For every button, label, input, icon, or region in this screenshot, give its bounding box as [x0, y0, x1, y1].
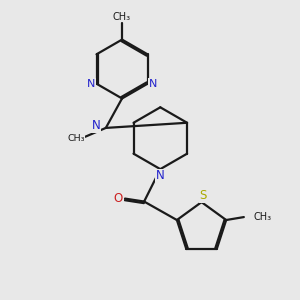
Text: CH₃: CH₃ — [67, 134, 85, 143]
Text: CH₃: CH₃ — [253, 212, 272, 222]
Text: N: N — [87, 79, 95, 89]
Text: O: O — [114, 192, 123, 205]
Text: N: N — [92, 119, 100, 132]
Text: N: N — [148, 79, 157, 89]
Text: S: S — [199, 189, 207, 202]
Text: N: N — [156, 169, 165, 182]
Text: CH₃: CH₃ — [113, 12, 131, 22]
